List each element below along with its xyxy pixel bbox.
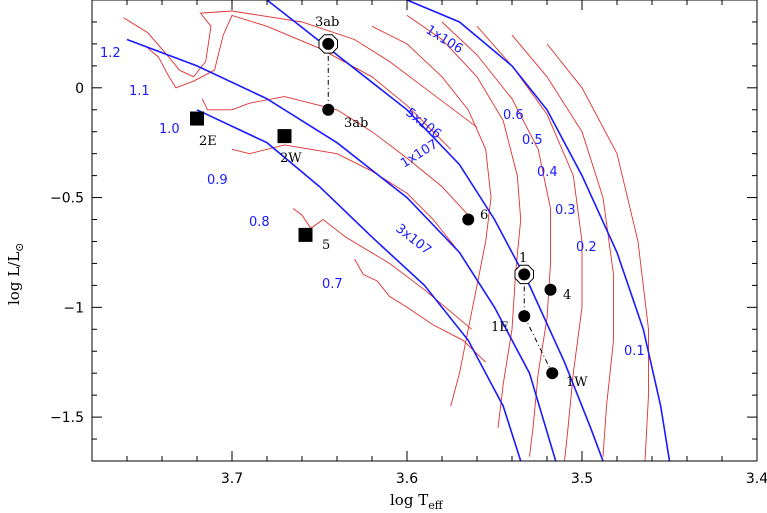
isochrone-label-1: 5x106 xyxy=(403,105,444,142)
isochrone-line-1 xyxy=(267,0,603,461)
mass-label-0.5: 0.5 xyxy=(522,133,543,148)
y-tick-label: −0.5 xyxy=(50,191,84,207)
isochrone-line-0 xyxy=(407,0,670,461)
mass-label-0.7: 0.7 xyxy=(322,277,343,292)
track-line-0.3 xyxy=(477,26,582,461)
mass-label-1.2: 1.2 xyxy=(100,46,121,61)
mass-label-0.4: 0.4 xyxy=(537,165,558,180)
track-line-1.1 xyxy=(148,15,451,149)
x-tick-label: 3.5 xyxy=(571,471,593,487)
star-label-3ab: 3ab xyxy=(315,15,339,30)
mass-label-0.8: 0.8 xyxy=(249,215,270,230)
mass-label-0.2: 0.2 xyxy=(576,240,597,255)
y-axis-title-sub: ⊙ xyxy=(13,243,26,252)
x-axis-title-sub: eff xyxy=(428,499,444,512)
star-links xyxy=(328,44,552,373)
star-marker-circle-9 xyxy=(546,367,558,379)
y-axis-title: log L/L⊙ xyxy=(5,243,26,305)
star-marker-square-3 xyxy=(278,129,292,143)
star-marker-circle-5 xyxy=(462,214,474,226)
x-tick-label: 3.7 xyxy=(221,471,243,487)
track-line-0.2 xyxy=(512,35,614,457)
mass-label-0.1: 0.1 xyxy=(624,344,645,359)
mass-label-0.3: 0.3 xyxy=(555,203,576,218)
x-tick-label: 3.4 xyxy=(746,471,767,487)
annotations: 3.7 3.6 3.5 3.4 0 −0.5 −1 −1.5 1.2 1.1 1.0 0.9 0.8 0.… xyxy=(50,15,767,487)
isochrone-label-0: 1x106 xyxy=(423,23,466,57)
star-marker-circle-0 xyxy=(322,38,334,50)
star-marker-circle-7 xyxy=(545,284,557,296)
mass-label-1.1: 1.1 xyxy=(129,84,150,99)
y-tick-label: −1.5 xyxy=(50,410,84,426)
star-label-5: 5 xyxy=(322,238,330,253)
star-label-4: 4 xyxy=(563,288,571,303)
hr-diagram: 3.7 3.6 3.5 3.4 0 −0.5 −1 −1.5 1.2 1.1 1.0 0.9 0.8 0.… xyxy=(0,0,767,513)
track-line-0.1 xyxy=(547,44,649,461)
evolutionary-tracks xyxy=(124,11,649,461)
star-marker-square-2 xyxy=(190,112,204,126)
track-line-1.2 xyxy=(124,11,478,127)
star-label-6: 6 xyxy=(480,208,488,223)
isochrone-line-2 xyxy=(127,40,556,462)
isochrone-line-3 xyxy=(197,110,521,461)
star-label-3ab: 3ab xyxy=(344,116,368,131)
star-label-1W: 1W xyxy=(566,375,588,390)
x-axis-title: log Teff xyxy=(390,491,444,512)
isochrone-label-2: 1x107 xyxy=(398,137,441,171)
star-marker-circle-1 xyxy=(322,104,334,116)
x-tick-label: 3.6 xyxy=(396,471,418,487)
y-tick-label: −1 xyxy=(63,300,84,316)
y-tick-label: 0 xyxy=(75,81,84,97)
track-line-0.7 xyxy=(355,259,486,362)
mass-label-1.0: 1.0 xyxy=(159,122,180,137)
isochrone-label-3: 3x107 xyxy=(393,221,434,258)
star-label-1: 1 xyxy=(519,251,527,266)
mass-label-0.6: 0.6 xyxy=(503,108,524,123)
star-label-2E: 2E xyxy=(199,134,217,149)
star-label-2W: 2W xyxy=(280,151,302,166)
mass-label-0.9: 0.9 xyxy=(207,173,228,188)
star-marker-circle-8 xyxy=(518,310,530,322)
star-label-1E: 1E xyxy=(491,320,509,335)
star-marker-circle-6 xyxy=(518,268,530,280)
track-line-0.9 xyxy=(232,145,460,253)
star-marker-square-4 xyxy=(299,228,313,242)
